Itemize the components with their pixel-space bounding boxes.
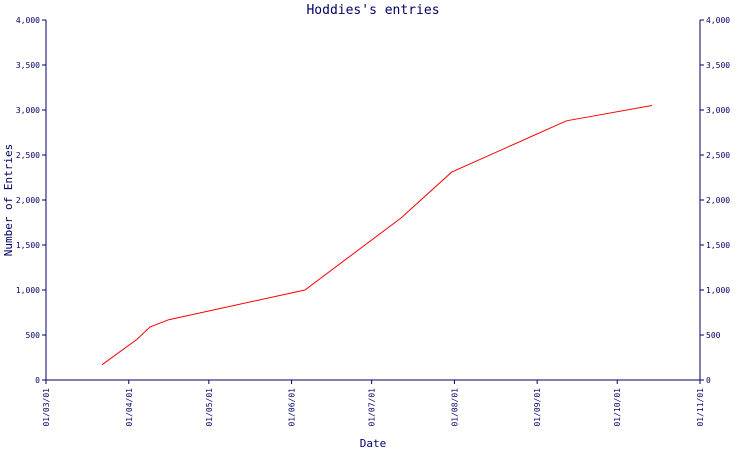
x-tick-label: 01/05/01 <box>205 388 214 427</box>
y-tick-label-left: 2,000 <box>16 196 40 205</box>
series-group <box>101 105 653 366</box>
y-tick-label-left: 1,000 <box>16 286 40 295</box>
x-tick-label: 01/08/01 <box>450 388 459 427</box>
y-tick-label-left: 0 <box>35 376 40 385</box>
y-tick-label-left: 3,500 <box>16 61 40 70</box>
x-tick-label: 01/09/01 <box>533 388 542 427</box>
x-tick-label: 01/07/01 <box>368 388 377 427</box>
y-tick-label-left: 1,500 <box>16 241 40 250</box>
tick-labels: 0 0 500 500 1,000 1,000 1,500 1,500 2,000 2,000 2,… <box>16 16 730 427</box>
y-tick-label-left: 4,000 <box>16 16 40 25</box>
x-tick-label: 01/10/01 <box>613 388 622 427</box>
y-tick-label-right: 0 <box>706 376 711 385</box>
x-tick-label: 01/06/01 <box>288 388 297 427</box>
y-tick-label-left: 500 <box>26 331 41 340</box>
y-axis-label: Number of Entries <box>2 144 15 257</box>
x-tick-label: 01/04/01 <box>125 388 134 427</box>
y-tick-label-left: 2,500 <box>16 151 40 160</box>
y-tick-label-right: 1,000 <box>706 286 730 295</box>
tick-marks <box>42 19 704 384</box>
y-tick-label-right: 1,500 <box>706 241 730 250</box>
x-axis-label: Date <box>360 437 387 450</box>
y-tick-label-right: 4,000 <box>706 16 730 25</box>
y-tick-label-right: 2,500 <box>706 151 730 160</box>
y-tick-label-right: 3,000 <box>706 106 730 115</box>
y-tick-label-right: 3,500 <box>706 61 730 70</box>
y-tick-label-right: 500 <box>706 331 721 340</box>
x-tick-label: 01/11/01 <box>696 388 705 427</box>
chart-title: Hoddies's entries <box>306 3 439 18</box>
axes <box>45 20 701 381</box>
y-tick-label-left: 3,000 <box>16 106 40 115</box>
series-line <box>101 105 653 366</box>
x-tick-label: 01/03/01 <box>42 388 51 427</box>
y-tick-label-right: 2,000 <box>706 196 730 205</box>
